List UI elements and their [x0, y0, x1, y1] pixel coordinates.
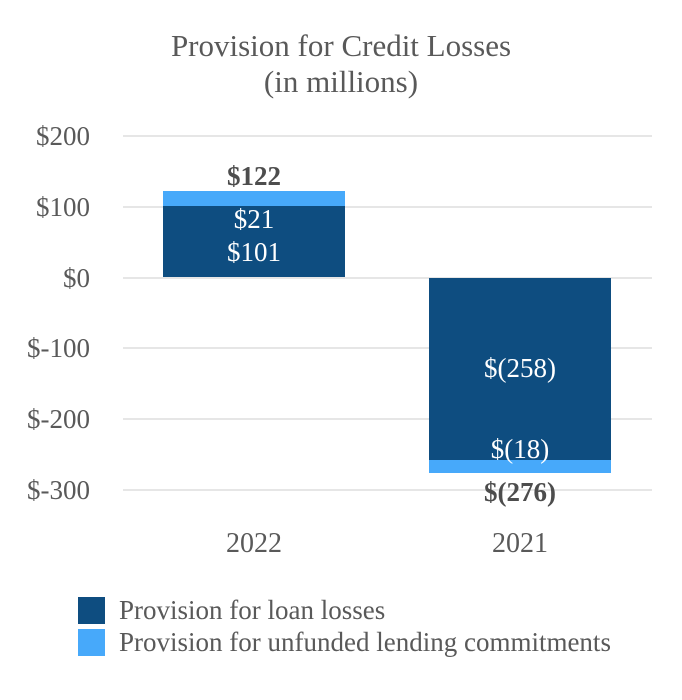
- bar-segment-2021-s0: [429, 277, 611, 461]
- gridline: [123, 276, 652, 279]
- legend-label-loan-losses: Provision for loan losses: [119, 594, 386, 625]
- legend-item-unfunded-commitments: Provision for unfunded lending commitmen…: [78, 626, 611, 658]
- bar-value-label: $(18): [490, 433, 550, 464]
- chart-subtitle: (in millions): [263, 64, 419, 99]
- bar-segment-2022-s1: [163, 191, 345, 206]
- bar-segment-2021-s1: [429, 460, 611, 473]
- gridline: [123, 205, 652, 208]
- chart-title-block: Provision for Credit Losses (in millions…: [0, 28, 682, 100]
- total-value-label: $122: [227, 161, 281, 192]
- bar-value-label: $21: [233, 203, 275, 234]
- legend-swatch-loan-losses-icon: [78, 596, 105, 624]
- category-label: 2021: [492, 528, 548, 559]
- legend-item-loan-losses: Provision for loan losses: [78, 594, 611, 626]
- bar-segment-2022-s0: [163, 205, 345, 278]
- legend: Provision for loan losses Provision for …: [78, 594, 611, 658]
- total-value-label: $(276): [484, 476, 556, 507]
- gridline: [123, 488, 652, 491]
- y-tick-label: $100: [36, 191, 90, 222]
- bar-value-label: $(258): [484, 353, 556, 384]
- y-tick-label: $-100: [27, 333, 90, 364]
- gridline: [123, 134, 652, 137]
- bar-value-label: $101: [227, 236, 281, 267]
- y-tick-label: $-300: [27, 474, 90, 505]
- gridline: [123, 347, 652, 350]
- gridline: [123, 418, 652, 421]
- legend-swatch-unfunded-commitments-icon: [78, 628, 105, 656]
- y-tick-label: $-200: [27, 404, 90, 435]
- y-tick-label: $0: [63, 262, 90, 293]
- y-tick-label: $200: [36, 120, 90, 151]
- chart-title: Provision for Credit Losses: [170, 28, 512, 63]
- legend-label-unfunded-commitments: Provision for unfunded lending commitmen…: [119, 626, 611, 657]
- category-label: 2022: [226, 528, 282, 559]
